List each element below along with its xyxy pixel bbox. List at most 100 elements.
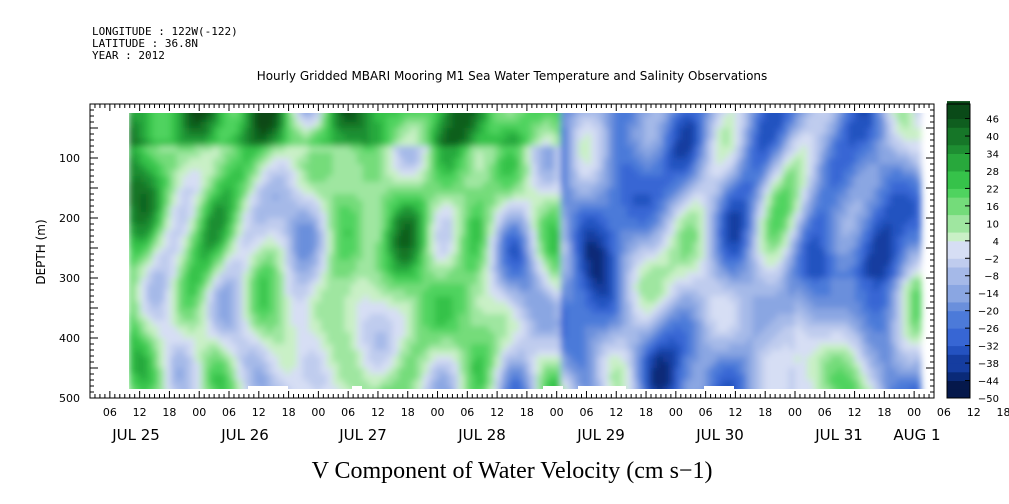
colorbar-swatch <box>947 214 970 224</box>
colorbar-swatch <box>947 267 970 277</box>
y-axis-title: DEPTH (m) <box>34 219 48 284</box>
x-tick-label: 00 <box>550 406 564 419</box>
x-tick-label: 06 <box>818 406 832 419</box>
colorbar-label: 46 <box>986 115 999 126</box>
x-tick-label: 00 <box>907 406 921 419</box>
colorbar-swatch <box>947 354 970 364</box>
colorbar-label: 16 <box>986 202 999 213</box>
colorbar-swatch <box>947 328 970 338</box>
x-tick-label: 06 <box>103 406 117 419</box>
y-tick-label: 100 <box>59 152 80 165</box>
colorbar-swatch <box>947 275 970 285</box>
colorbar-swatch <box>947 293 970 303</box>
colorbar-swatch <box>947 240 970 251</box>
colorbar-label: −38 <box>978 359 999 370</box>
colorbar-label: 10 <box>986 219 999 230</box>
x-tick-label: 12 <box>967 406 981 419</box>
colorbar-swatch <box>947 389 970 399</box>
data-gap <box>248 386 288 392</box>
x-date-label: JUL 28 <box>457 426 506 444</box>
x-date-label: JUL 26 <box>220 426 269 444</box>
x-tick-label: 12 <box>252 406 266 419</box>
x-tick-label: 12 <box>490 406 504 419</box>
x-tick-label: 12 <box>371 406 385 419</box>
colorbar-label: −50 <box>978 394 999 405</box>
x-tick-label: 18 <box>401 406 415 419</box>
x-tick-label: 18 <box>877 406 891 419</box>
y-tick-label: 300 <box>59 272 80 285</box>
x-tick-label: 00 <box>192 406 206 419</box>
colorbar-swatch <box>947 232 970 242</box>
colorbar-swatch <box>947 363 970 373</box>
x-date-label: AUG 1 <box>893 426 940 444</box>
colorbar-label: −2 <box>984 254 999 265</box>
colorbar-label: 34 <box>986 149 999 160</box>
colorbar-swatch <box>947 109 970 120</box>
colorbar-label: −26 <box>978 324 999 335</box>
year-label: YEAR : 2012 <box>92 49 165 62</box>
colorbar-label: −14 <box>978 289 999 300</box>
x-tick-label: 06 <box>579 406 593 419</box>
colorbar-swatch <box>947 179 970 189</box>
y-tick-label: 200 <box>59 212 80 225</box>
y-tick-label: 400 <box>59 332 80 345</box>
x-tick-label: 06 <box>937 406 951 419</box>
colorbar-swatch <box>947 118 970 128</box>
colorbar-label: −20 <box>978 307 999 318</box>
chart-title: Hourly Gridded MBARI Mooring M1 Sea Wate… <box>257 69 768 83</box>
x-tick-label: 00 <box>431 406 445 419</box>
x-date-label: JUL 29 <box>576 426 625 444</box>
x-tick-label: 18 <box>997 406 1009 419</box>
y-axis-tick-labels: 100 200 300 400 500 <box>59 152 80 405</box>
latitude-label: LATITUDE : 36.8N <box>92 37 198 50</box>
colorbar-swatch <box>947 319 970 329</box>
colorbar-swatch <box>947 188 970 198</box>
x-tick-label: 06 <box>699 406 713 419</box>
x-tick-label: 12 <box>133 406 147 419</box>
x-axis-hour-labels: 06 12 18 00 06 12 18 00 06 12 18 00 06 12 18 00 06 12 18 00… <box>103 406 1009 419</box>
colorbar-label: −44 <box>978 377 999 388</box>
colorbar-label: −32 <box>978 342 999 353</box>
data-gap <box>352 386 362 392</box>
data-gap <box>543 386 563 392</box>
colorbar-label: 40 <box>986 132 999 143</box>
x-tick-label: 00 <box>669 406 683 419</box>
y-axis-ticks <box>90 103 934 399</box>
data-gaps <box>248 386 734 392</box>
colorbar <box>946 101 971 399</box>
colorbar-swatch <box>947 162 970 172</box>
colorbar-label: 28 <box>986 167 999 178</box>
colorbar-label: 22 <box>986 184 999 195</box>
colorbar-swatch <box>947 310 970 320</box>
x-axis-ticks <box>89 104 935 398</box>
x-axis-title: V Component of Water Velocity (cm s−1) <box>312 458 713 484</box>
x-tick-label: 18 <box>758 406 772 419</box>
x-tick-label: 06 <box>460 406 474 419</box>
data-gap <box>704 386 734 392</box>
colorbar-swatch <box>947 336 970 347</box>
colorbar-swatch <box>947 301 970 312</box>
x-tick-label: 18 <box>282 406 296 419</box>
x-tick-label: 18 <box>639 406 653 419</box>
colorbar-swatch <box>947 197 970 207</box>
x-tick-label: 12 <box>609 406 623 419</box>
x-axis-date-labels: JUL 25 JUL 26 JUL 27 JUL 28 JUL 29 JUL 30 JUL … <box>111 426 940 444</box>
colorbar-swatch <box>947 258 970 268</box>
x-tick-label: 18 <box>162 406 176 419</box>
heatmap-field <box>129 113 922 389</box>
x-tick-label: 12 <box>848 406 862 419</box>
x-tick-label: 18 <box>520 406 534 419</box>
longitude-label: LONGITUDE : 122W(-122) <box>92 25 238 38</box>
colorbar-swatch <box>947 223 970 233</box>
x-date-label: JUL 27 <box>338 426 387 444</box>
data-gap <box>578 386 626 392</box>
colorbar-label: −8 <box>984 272 999 283</box>
colorbar-swatch <box>947 284 970 294</box>
x-date-label: JUL 25 <box>111 426 160 444</box>
x-date-label: JUL 31 <box>814 426 863 444</box>
colorbar-swatch <box>947 153 970 163</box>
colorbar-swatch <box>947 249 970 259</box>
colorbar-label: 4 <box>993 237 999 248</box>
x-date-label: JUL 30 <box>695 426 744 444</box>
